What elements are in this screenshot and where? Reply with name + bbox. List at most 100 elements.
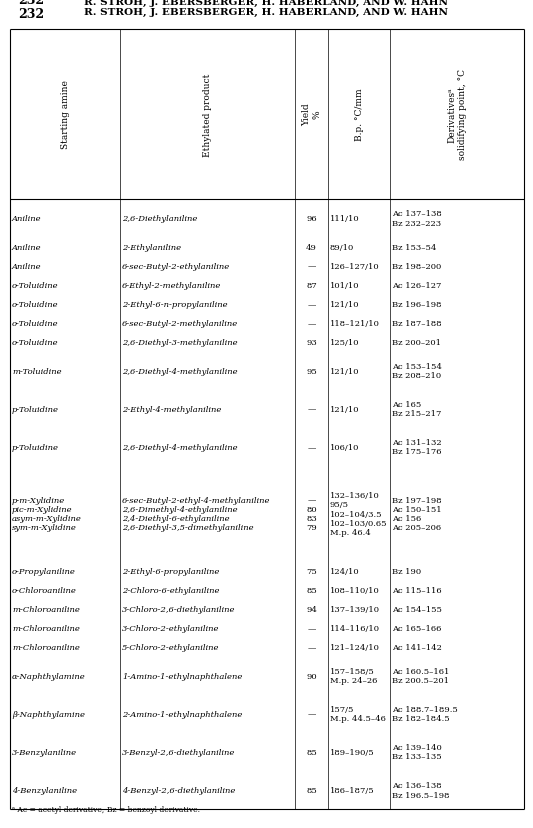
Text: 137–139/10: 137–139/10 bbox=[330, 605, 380, 613]
Text: m-Chloroaniline: m-Chloroaniline bbox=[12, 643, 80, 651]
Text: m-Chloroaniline: m-Chloroaniline bbox=[12, 605, 80, 613]
Text: 189–190/5: 189–190/5 bbox=[330, 748, 375, 756]
Text: 6-sec-Butyl-2-ethyl-4-methylaniline
2,6-Dimethyl-4-ethylaniline
2,4-Diethyl-6-et: 6-sec-Butyl-2-ethyl-4-methylaniline 2,6-… bbox=[122, 496, 271, 532]
Text: Ethylated product: Ethylated product bbox=[203, 73, 212, 156]
Text: Bz 187–188: Bz 187–188 bbox=[392, 320, 442, 328]
Text: Bz 198–200: Bz 198–200 bbox=[392, 262, 441, 271]
Text: Ac 131–132
Bz 175–176: Ac 131–132 Bz 175–176 bbox=[392, 439, 442, 456]
Text: Starting amine: Starting amine bbox=[61, 80, 69, 149]
Text: Ac 160.5–161
Bz 200.5–201: Ac 160.5–161 Bz 200.5–201 bbox=[392, 667, 449, 684]
Text: Ac 154–155: Ac 154–155 bbox=[392, 605, 442, 613]
Text: 75: 75 bbox=[306, 567, 317, 575]
Text: —: — bbox=[308, 643, 316, 651]
Text: 125/10: 125/10 bbox=[330, 339, 359, 347]
Text: —
80
83
79: — 80 83 79 bbox=[306, 496, 317, 532]
Text: 4-Benzyl-2,6-diethylaniline: 4-Benzyl-2,6-diethylaniline bbox=[122, 786, 236, 794]
Text: Ac 136–138
Bz 196.5–198: Ac 136–138 Bz 196.5–198 bbox=[392, 782, 449, 798]
Text: 1-Amino-1-ethylnaphthalene: 1-Amino-1-ethylnaphthalene bbox=[122, 672, 243, 680]
Text: 186–187/5: 186–187/5 bbox=[330, 786, 375, 794]
Text: 6-sec-Butyl-2-ethylaniline: 6-sec-Butyl-2-ethylaniline bbox=[122, 262, 230, 271]
Text: Ac 139–140
Bz 133–135: Ac 139–140 Bz 133–135 bbox=[392, 744, 442, 760]
Text: —: — bbox=[308, 624, 316, 632]
Text: Ac 137–138
Bz 232–223: Ac 137–138 Bz 232–223 bbox=[392, 210, 442, 228]
Text: 96: 96 bbox=[306, 214, 317, 223]
Text: 90: 90 bbox=[306, 672, 317, 680]
Text: 118–121/10: 118–121/10 bbox=[330, 320, 380, 328]
Text: 93: 93 bbox=[306, 339, 317, 347]
Text: o-Propylaniline: o-Propylaniline bbox=[12, 567, 76, 575]
Text: 2,6-Diethylaniline: 2,6-Diethylaniline bbox=[122, 214, 197, 223]
Text: 232: 232 bbox=[18, 8, 44, 21]
Text: Ac 165
Bz 215–217: Ac 165 Bz 215–217 bbox=[392, 401, 441, 418]
Text: 121–124/10: 121–124/10 bbox=[330, 643, 380, 651]
Text: 2-Amino-1-ethylnaphthalene: 2-Amino-1-ethylnaphthalene bbox=[122, 710, 243, 718]
Text: p-m-Xylidine
pic-m-Xylidine
asym-m-Xylidine
sym-m-Xylidine: p-m-Xylidine pic-m-Xylidine asym-m-Xylid… bbox=[12, 496, 82, 532]
Text: 3-Chloro-2-ethylaniline: 3-Chloro-2-ethylaniline bbox=[122, 624, 220, 632]
Text: p-Toluidine: p-Toluidine bbox=[12, 443, 59, 451]
Text: 101/10: 101/10 bbox=[330, 282, 359, 290]
Text: Aniline: Aniline bbox=[12, 243, 42, 252]
Text: 95: 95 bbox=[306, 367, 317, 375]
Text: —: — bbox=[308, 443, 316, 451]
Text: Ac 141–142: Ac 141–142 bbox=[392, 643, 442, 651]
Text: —: — bbox=[308, 710, 316, 718]
Text: 111/10: 111/10 bbox=[330, 214, 360, 223]
Text: Bz 196–198: Bz 196–198 bbox=[392, 301, 441, 309]
Text: 126–127/10: 126–127/10 bbox=[330, 262, 379, 271]
Text: 4-Benzylaniline: 4-Benzylaniline bbox=[12, 786, 77, 794]
Text: 85: 85 bbox=[306, 586, 317, 594]
Text: m-Chloroaniline: m-Chloroaniline bbox=[12, 624, 80, 632]
Text: 106/10: 106/10 bbox=[330, 443, 359, 451]
Text: Ac 165–166: Ac 165–166 bbox=[392, 624, 441, 632]
Text: Aniline: Aniline bbox=[12, 262, 42, 271]
Text: o-Toluidine: o-Toluidine bbox=[12, 320, 59, 328]
Text: 2,6-Diethyl-4-methylaniline: 2,6-Diethyl-4-methylaniline bbox=[122, 367, 238, 375]
Text: o-Toluidine: o-Toluidine bbox=[12, 339, 59, 347]
Text: 121/10: 121/10 bbox=[330, 301, 359, 309]
Text: 121/10: 121/10 bbox=[330, 367, 359, 375]
Text: m-Toluidine: m-Toluidine bbox=[12, 367, 62, 375]
Text: 2-Chloro-6-ethylaniline: 2-Chloro-6-ethylaniline bbox=[122, 586, 220, 594]
Text: p-Toluidine: p-Toluidine bbox=[12, 405, 59, 413]
Text: β-Naphthylamine: β-Naphthylamine bbox=[12, 710, 85, 718]
Text: —: — bbox=[308, 405, 316, 413]
Text: 121/10: 121/10 bbox=[330, 405, 359, 413]
Text: 2-Ethyl-4-methylaniline: 2-Ethyl-4-methylaniline bbox=[122, 405, 221, 413]
Text: Bz 200–201: Bz 200–201 bbox=[392, 339, 441, 347]
Text: 87: 87 bbox=[306, 282, 317, 290]
Text: 89/10: 89/10 bbox=[330, 243, 354, 252]
Text: 2-Ethylaniline: 2-Ethylaniline bbox=[122, 243, 181, 252]
Text: Ac 126–127: Ac 126–127 bbox=[392, 282, 441, 290]
Text: 5-Chloro-2-ethylaniline: 5-Chloro-2-ethylaniline bbox=[122, 643, 220, 651]
Text: Ac 115–116: Ac 115–116 bbox=[392, 586, 442, 594]
Text: o-Toluidine: o-Toluidine bbox=[12, 282, 59, 290]
Text: 2-Ethyl-6-n-propylaniline: 2-Ethyl-6-n-propylaniline bbox=[122, 301, 228, 309]
Text: 2,6-Diethyl-4-methylaniline: 2,6-Diethyl-4-methylaniline bbox=[122, 443, 238, 451]
Text: 114–116/10: 114–116/10 bbox=[330, 624, 380, 632]
Text: Derivativesᵃ
solidifying point, °C: Derivativesᵃ solidifying point, °C bbox=[447, 70, 467, 161]
Text: 3-Benzyl-2,6-diethylaniline: 3-Benzyl-2,6-diethylaniline bbox=[122, 748, 236, 756]
Text: 94: 94 bbox=[306, 605, 317, 613]
Text: R. STROH, J. EBERSBERGER, H. HABERLAND, AND W. HAHN: R. STROH, J. EBERSBERGER, H. HABERLAND, … bbox=[85, 0, 448, 7]
Text: —: — bbox=[308, 320, 316, 328]
Text: 6-Ethyl-2-methylaniline: 6-Ethyl-2-methylaniline bbox=[122, 282, 221, 290]
Text: 2,6-Diethyl-3-methylaniline: 2,6-Diethyl-3-methylaniline bbox=[122, 339, 238, 347]
Text: 3-Benzylaniline: 3-Benzylaniline bbox=[12, 748, 77, 756]
Text: —: — bbox=[308, 301, 316, 309]
Text: 124/10: 124/10 bbox=[330, 567, 360, 575]
Text: Ac 153–154
Bz 208–210: Ac 153–154 Bz 208–210 bbox=[392, 363, 442, 380]
Text: R. STROH, J. EBERSBERGER, H. HABERLAND, AND W. HAHN: R. STROH, J. EBERSBERGER, H. HABERLAND, … bbox=[85, 8, 448, 17]
Text: o-Toluidine: o-Toluidine bbox=[12, 301, 59, 309]
Text: o-Chloroaniline: o-Chloroaniline bbox=[12, 586, 77, 594]
Text: Ac 188.7–189.5
Bz 182–184.5: Ac 188.7–189.5 Bz 182–184.5 bbox=[392, 705, 458, 722]
Text: 232: 232 bbox=[18, 0, 44, 7]
Text: Bz 197–198
Ac 150–151
Ac 156
Ac 205–206: Bz 197–198 Ac 150–151 Ac 156 Ac 205–206 bbox=[392, 496, 442, 532]
Text: 157–158/5
M.p. 24–26: 157–158/5 M.p. 24–26 bbox=[330, 667, 377, 684]
Text: B.p. °C/mm: B.p. °C/mm bbox=[354, 89, 364, 141]
Text: 6-sec-Butyl-2-methylaniline: 6-sec-Butyl-2-methylaniline bbox=[122, 320, 238, 328]
Text: α-Naphthylamine: α-Naphthylamine bbox=[12, 672, 86, 680]
Text: Aniline: Aniline bbox=[12, 214, 42, 223]
Text: Bz 190: Bz 190 bbox=[392, 567, 421, 575]
Text: 108–110/10: 108–110/10 bbox=[330, 586, 379, 594]
Text: 157/5
M.p. 44.5–46: 157/5 M.p. 44.5–46 bbox=[330, 705, 386, 722]
